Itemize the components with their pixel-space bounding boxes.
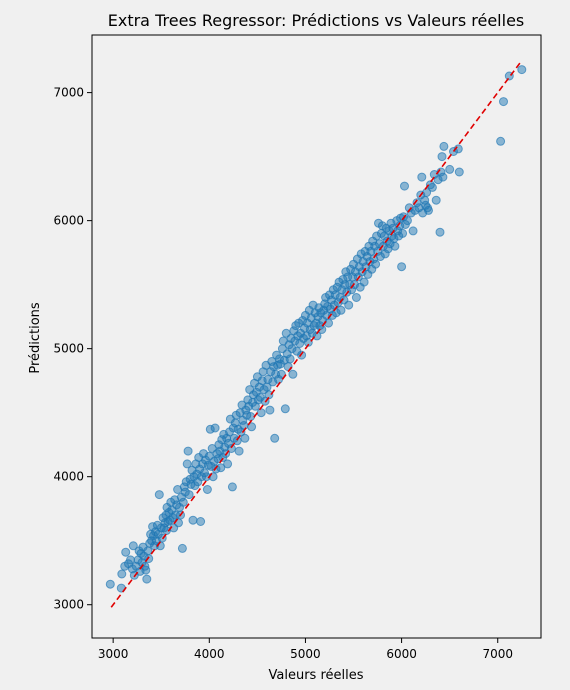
data-point — [398, 228, 408, 238]
data-point — [402, 216, 412, 226]
data-point — [397, 262, 407, 272]
data-point — [454, 167, 464, 177]
data-point — [283, 362, 293, 372]
plot-area — [91, 34, 542, 639]
data-point — [288, 369, 298, 379]
data-point — [351, 293, 361, 302]
data-point — [280, 404, 290, 414]
data-point — [128, 541, 138, 551]
data-point — [177, 543, 187, 553]
data-point — [427, 182, 437, 192]
y-axis-label: Prédictions — [28, 302, 43, 374]
y-tick-label: 3000 — [53, 598, 84, 612]
data-point — [265, 405, 275, 415]
data-point — [141, 565, 151, 575]
data-point — [336, 305, 346, 315]
data-point — [439, 141, 449, 151]
data-point — [178, 497, 188, 507]
data-point — [437, 152, 447, 162]
data-point — [400, 181, 409, 191]
data-point — [121, 547, 131, 557]
data-point — [226, 444, 236, 453]
data-point — [182, 459, 192, 469]
data-point — [499, 97, 508, 107]
data-point — [227, 482, 237, 492]
data-point — [303, 337, 313, 347]
data-point — [496, 136, 506, 146]
data-point — [390, 241, 400, 251]
x-axis-label: Valeurs réelles — [269, 668, 364, 683]
data-point — [417, 172, 427, 182]
data-point — [126, 555, 135, 565]
data-point — [105, 579, 115, 589]
x-tick-label: 3000 — [98, 647, 129, 661]
data-point — [317, 325, 327, 334]
x-axis: 3000 4000 5000 6000 7000 — [98, 638, 513, 661]
data-point — [344, 300, 354, 310]
data-point — [270, 433, 280, 443]
data-point — [183, 446, 193, 456]
data-point — [174, 518, 183, 528]
data-point — [223, 459, 233, 469]
data-point — [142, 574, 152, 584]
data-point — [312, 331, 322, 341]
x-tick-label: 5000 — [290, 647, 321, 661]
x-tick-label: 7000 — [482, 647, 513, 661]
data-point — [247, 422, 257, 432]
data-point — [234, 446, 244, 456]
data-point — [208, 472, 218, 482]
data-point — [240, 433, 250, 443]
data-point — [438, 172, 448, 182]
chart-title: Extra Trees Regressor: Prédictions vs Va… — [108, 11, 525, 30]
data-point — [184, 490, 194, 500]
data-point — [188, 515, 198, 525]
data-point — [196, 517, 206, 526]
data-point — [210, 423, 220, 433]
y-tick-label: 4000 — [53, 470, 84, 484]
data-point — [154, 490, 164, 500]
data-point — [202, 485, 212, 494]
data-point — [371, 259, 381, 269]
y-axis: 3000 4000 5000 6000 7000 — [53, 86, 92, 612]
data-point — [359, 277, 369, 287]
data-point — [264, 390, 274, 400]
data-point — [445, 164, 455, 174]
data-point — [431, 195, 441, 205]
data-point — [435, 227, 445, 237]
y-tick-label: 6000 — [53, 214, 84, 228]
data-point — [424, 205, 433, 215]
data-point — [117, 569, 127, 579]
data-point — [285, 354, 295, 364]
data-point — [256, 408, 266, 418]
data-point — [239, 421, 249, 430]
data-point — [408, 226, 418, 236]
data-point — [143, 546, 153, 556]
plot-frame — [91, 34, 542, 639]
y-tick-label: 7000 — [53, 86, 84, 100]
y-tick-label: 5000 — [53, 342, 84, 356]
x-tick-label: 6000 — [386, 647, 417, 661]
data-point — [324, 318, 333, 328]
data-point — [246, 412, 256, 421]
data-point — [517, 65, 527, 75]
x-tick-label: 4000 — [194, 647, 225, 661]
